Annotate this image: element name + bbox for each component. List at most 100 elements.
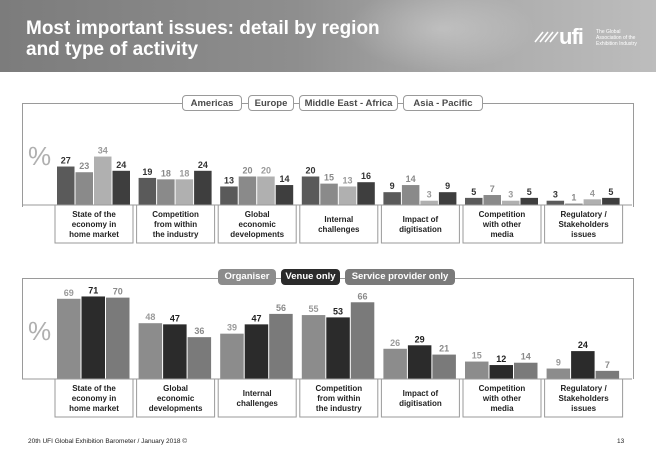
category-box <box>136 204 216 244</box>
data-label: 56 <box>276 303 286 313</box>
data-label: 7 <box>605 360 610 370</box>
category-box <box>544 378 624 418</box>
bar-organiser-5 <box>383 348 407 379</box>
data-label: 18 <box>161 168 171 178</box>
category-label: home market <box>69 404 119 413</box>
category-label: Regulatory / <box>560 384 607 393</box>
data-label: 16 <box>361 171 371 181</box>
data-label: 26 <box>390 338 400 348</box>
data-label: 23 <box>79 161 89 171</box>
data-label: 12 <box>496 354 506 364</box>
bar-service-provider-only-5 <box>432 354 456 379</box>
bar-venue-only-4 <box>326 317 350 379</box>
bottom-percent-label: % <box>28 316 52 346</box>
bar-europe-2 <box>157 179 175 205</box>
bar-service-provider-only-2 <box>187 337 212 379</box>
data-label: 24 <box>116 160 126 170</box>
bar-americas-6 <box>465 197 483 205</box>
data-label: 14 <box>521 352 531 362</box>
data-label: 20 <box>306 166 316 176</box>
data-label: 14 <box>406 174 416 184</box>
data-label: 20 <box>242 166 252 176</box>
category-label: Internal <box>243 389 272 398</box>
bar-asia-pacific-4 <box>357 182 375 205</box>
legend-asia-pacific: Asia - Pacific <box>403 95 483 111</box>
legend-organiser: Organiser <box>218 269 276 285</box>
category-label: issues <box>571 404 596 413</box>
data-label: 39 <box>227 323 237 333</box>
legend-venue-only: Venue only <box>281 269 340 285</box>
bar-middle-east-africa-1 <box>94 156 112 205</box>
header-decoration <box>346 0 536 72</box>
data-label: 14 <box>279 174 289 184</box>
data-label: 3 <box>553 190 558 200</box>
header-banner: Most important issues: detail by region … <box>0 0 656 72</box>
data-label: 66 <box>358 291 368 301</box>
bar-service-provider-only-4 <box>350 302 375 379</box>
data-label: 70 <box>113 287 123 297</box>
bar-organiser-7 <box>546 368 571 379</box>
category-label: Impact of <box>403 215 439 224</box>
category-label: media <box>490 230 514 239</box>
category-label: issues <box>571 230 596 239</box>
bar-middle-east-africa-7 <box>583 199 602 205</box>
data-label: 9 <box>556 358 561 368</box>
data-label: 19 <box>142 167 152 177</box>
bar-asia-pacific-3 <box>275 185 294 205</box>
category-label: the industry <box>153 230 199 239</box>
category-label: digitisation <box>399 225 442 234</box>
category-box <box>299 378 379 418</box>
category-box <box>217 378 297 418</box>
bar-service-provider-only-7 <box>595 370 620 379</box>
bar-europe-6 <box>483 195 501 205</box>
bar-middle-east-africa-2 <box>175 179 194 205</box>
category-label: Competition <box>479 210 526 219</box>
data-label: 18 <box>179 168 189 178</box>
bar-americas-3 <box>220 186 238 205</box>
data-label: 9 <box>390 181 395 191</box>
category-label: challenges <box>237 399 279 408</box>
category-box <box>54 378 134 418</box>
category-label: economy in <box>72 220 117 229</box>
bar-europe-4 <box>320 183 338 205</box>
data-label: 34 <box>98 146 108 156</box>
category-label: the industry <box>316 404 362 413</box>
data-label: 29 <box>415 334 425 344</box>
category-label: challenges <box>318 225 360 234</box>
bar-service-provider-only-6 <box>514 362 538 379</box>
ufi-logo-icon <box>534 31 559 43</box>
bar-asia-pacific-7 <box>602 197 620 205</box>
bar-europe-1 <box>75 172 93 205</box>
data-label: 3 <box>508 190 513 200</box>
category-label: Stakeholders <box>558 220 609 229</box>
data-label: 3 <box>427 190 432 200</box>
data-label: 15 <box>324 173 334 183</box>
bar-middle-east-africa-4 <box>338 186 357 205</box>
data-label: 24 <box>198 160 208 170</box>
category-box <box>217 204 297 244</box>
bar-venue-only-6 <box>489 365 513 379</box>
data-label: 13 <box>343 175 353 185</box>
bar-organiser-3 <box>220 333 244 379</box>
bar-asia-pacific-6 <box>520 197 538 205</box>
data-label: 5 <box>527 187 532 197</box>
category-box <box>136 378 216 418</box>
category-label: Stakeholders <box>558 394 609 403</box>
category-box <box>380 378 460 418</box>
data-label: 36 <box>194 326 204 336</box>
category-label: digitisation <box>399 399 442 408</box>
data-label: 7 <box>490 184 495 194</box>
bar-asia-pacific-2 <box>194 170 212 205</box>
bar-venue-only-2 <box>163 324 187 379</box>
ufi-logo: ufi The Global Association of the Exhibi… <box>533 24 643 56</box>
category-box <box>54 204 134 244</box>
data-label: 71 <box>88 285 98 295</box>
bar-organiser-2 <box>138 323 163 379</box>
bar-organiser-1 <box>57 298 81 379</box>
category-label: Competition <box>479 384 526 393</box>
category-box <box>462 378 542 418</box>
legend-americas: Americas <box>182 95 242 111</box>
data-label: 15 <box>472 351 482 361</box>
